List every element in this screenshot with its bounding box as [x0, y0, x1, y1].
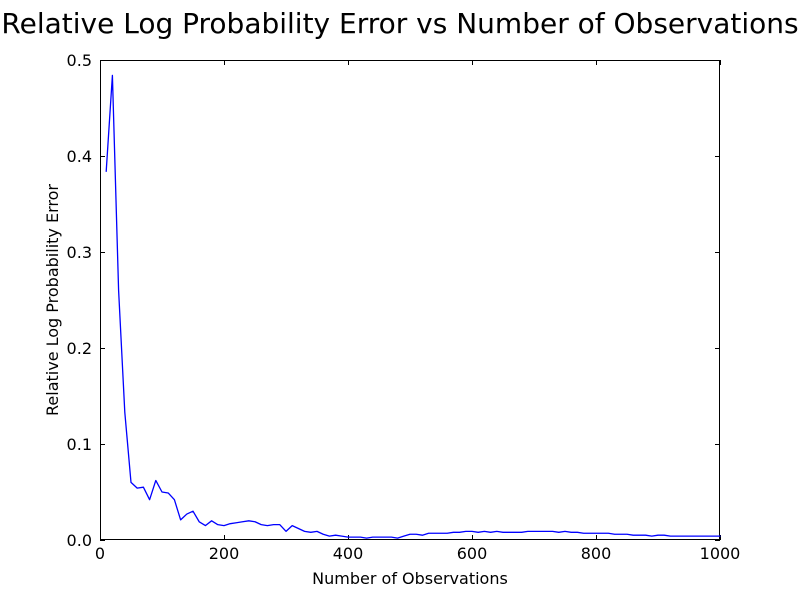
y-tick-label: 0.4 [67, 147, 92, 166]
series-layer [105, 74, 721, 539]
y-tick-label: 0.2 [67, 339, 92, 358]
plot-area: 0 200 400 600 800 1000 0.0 0.1 0.2 0.3 0.4 0.5 [67, 51, 741, 563]
tick-labels: 0 200 400 600 800 1000 0.0 0.1 0.2 0.3 0.4 0.5 [67, 51, 741, 563]
y-axis-label: Relative Log Probability Error [43, 184, 62, 416]
y-tick-label: 0.1 [67, 435, 92, 454]
x-tick-label: 600 [457, 544, 488, 563]
y-tick-label: 0.0 [67, 531, 92, 550]
plot-frame [100, 60, 720, 540]
x-axis-label: Number of Observations [312, 569, 508, 588]
y-tick-label: 0.3 [67, 243, 92, 262]
series-line-0 [105, 74, 721, 539]
x-tick-label: 200 [209, 544, 240, 563]
chart-title: Relative Log Probability Error vs Number… [1, 7, 798, 40]
y-tick-label: 0.5 [67, 51, 92, 70]
x-tick-label: 1000 [700, 544, 741, 563]
x-tick-label: 0 [95, 544, 105, 563]
axis-ticks [100, 60, 721, 541]
x-tick-label: 800 [581, 544, 612, 563]
x-tick-label: 400 [333, 544, 364, 563]
